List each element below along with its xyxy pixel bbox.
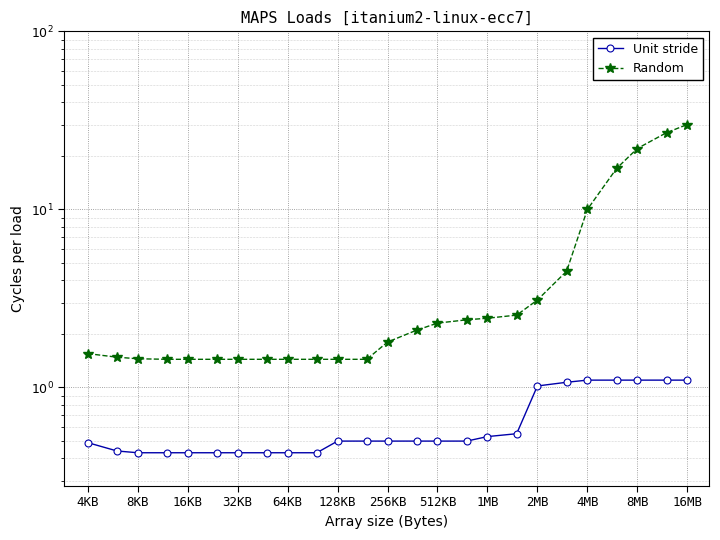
Random [84,350,92,357]
Random [312,356,321,362]
Random [662,130,671,136]
Unit stride [533,383,541,389]
Random [462,316,471,323]
Random [612,165,621,172]
Random [413,327,421,333]
Random [283,356,292,362]
Unit stride [413,438,421,444]
Random [583,206,592,213]
Unit stride [113,448,122,454]
Unit stride [562,379,571,386]
Legend: Unit stride, Random: Unit stride, Random [593,38,703,80]
Random [533,297,541,303]
Unit stride [184,449,192,456]
Unit stride [233,449,242,456]
Random [113,354,122,360]
Unit stride [212,449,221,456]
X-axis label: Array size (Bytes): Array size (Bytes) [325,515,448,529]
Title: MAPS Loads [itanium2-linux-ecc7]: MAPS Loads [itanium2-linux-ecc7] [240,11,533,26]
Random [433,320,442,326]
Random [184,356,192,362]
Unit stride [483,433,492,440]
Random [383,339,392,345]
Unit stride [462,438,471,444]
Unit stride [513,430,521,437]
Unit stride [163,449,171,456]
Unit stride [662,377,671,383]
Random [633,145,642,152]
Unit stride [383,438,392,444]
Random [263,356,271,362]
Random [362,356,371,362]
Unit stride [312,449,321,456]
Unit stride [683,377,692,383]
Unit stride [433,438,442,444]
Unit stride [583,377,592,383]
Unit stride [263,449,271,456]
Random [212,356,221,362]
Line: Unit stride: Unit stride [84,377,690,456]
Line: Random: Random [83,120,692,364]
Random [562,268,571,274]
Unit stride [612,377,621,383]
Random [333,356,342,362]
Unit stride [283,449,292,456]
Random [233,356,242,362]
Y-axis label: Cycles per load: Cycles per load [11,205,25,312]
Random [133,355,142,362]
Random [163,356,171,362]
Unit stride [633,377,642,383]
Unit stride [333,438,342,444]
Random [483,315,492,321]
Random [683,122,692,128]
Random [513,312,521,319]
Unit stride [84,440,92,446]
Unit stride [133,449,142,456]
Unit stride [362,438,371,444]
